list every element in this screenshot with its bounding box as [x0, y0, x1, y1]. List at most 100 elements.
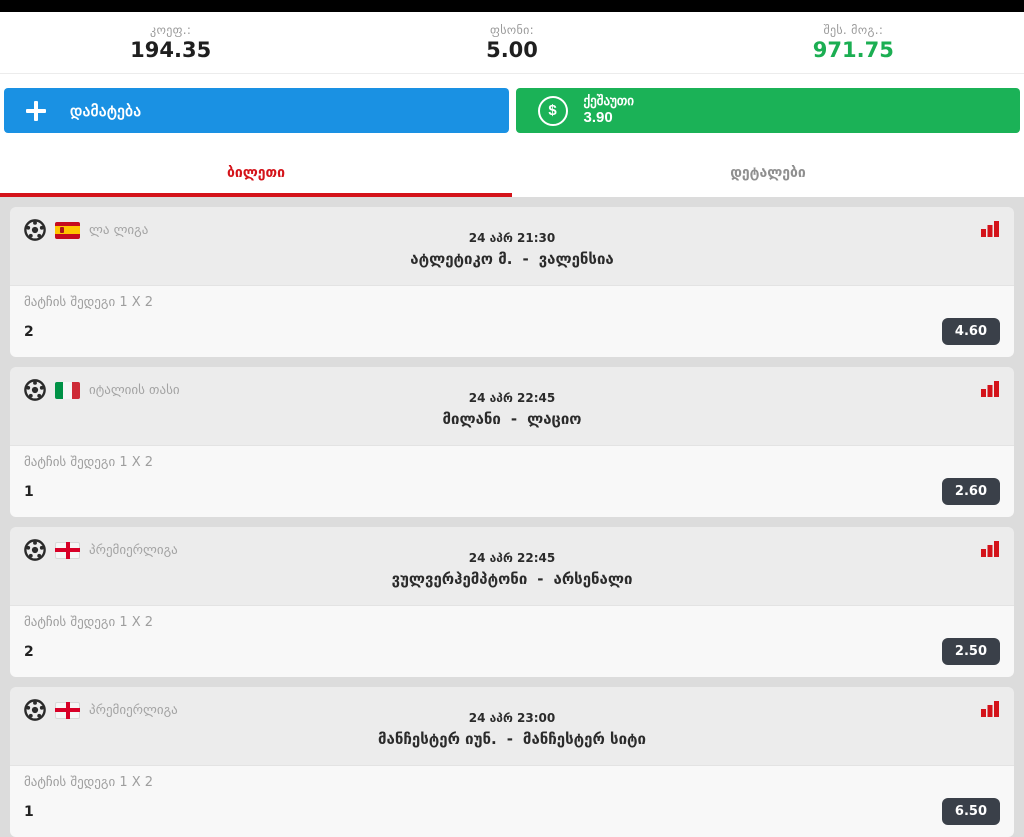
- bet-card: იტალიის თასი 24 აპრ 22:45 მილანი - ლაციო მ…: [10, 367, 1014, 517]
- statistics-button[interactable]: [980, 539, 1000, 557]
- stake-label: ფსონი:: [490, 23, 534, 37]
- selection-value: 1: [24, 803, 34, 820]
- vs-separator: -: [522, 250, 529, 268]
- match-teams: მილანი - ლაციო: [10, 410, 1014, 428]
- league-info: პრემიერლიგა: [24, 699, 178, 721]
- bet-card-header: პრემიერლიგა 24 აპრ 22:45 ვულვერჰემპტონი -…: [10, 527, 1014, 605]
- stats-bars-icon: [981, 221, 999, 237]
- league-name: იტალიის თასი: [89, 382, 180, 398]
- england-flag-icon: [55, 701, 80, 719]
- match-datetime: 24 აპრ 23:00: [468, 711, 556, 725]
- statistics-button[interactable]: [980, 219, 1000, 237]
- match-datetime: 24 აპრ 22:45: [468, 391, 556, 405]
- selection-row: 2 4.60: [24, 318, 1000, 345]
- possible-win-stat: შეს. მოგ.: 971.75: [683, 23, 1024, 62]
- stats-bars-icon: [981, 541, 999, 557]
- soccer-ball-icon: [24, 699, 46, 721]
- bet-card: პრემიერლიგა 24 აპრ 23:00 მანჩესტერ იუნ. -…: [10, 687, 1014, 837]
- add-bet-label: დამატება: [70, 102, 142, 120]
- market-label: მატჩის შედეგი 1 X 2: [24, 775, 154, 790]
- match-datetime: 24 აპრ 22:45: [468, 551, 556, 565]
- selection-value: 1: [24, 483, 34, 500]
- bet-list: ლა ლიგა 24 აპრ 21:30 ატლეტიკო მ. - ვალენსი…: [0, 197, 1024, 837]
- away-team: ლაციო: [527, 410, 582, 428]
- home-team: ვულვერჰემპტონი: [391, 570, 528, 588]
- spain-flag-icon: [55, 221, 80, 239]
- home-team: მანჩესტერ იუნ.: [378, 730, 497, 748]
- statistics-button[interactable]: [980, 379, 1000, 397]
- tab-details[interactable]: დეტალები: [730, 165, 806, 181]
- home-team: ატლეტიკო მ.: [410, 250, 513, 268]
- soccer-ball-icon: [24, 539, 46, 561]
- total-odds-stat: კოეფ.: 194.35: [0, 23, 341, 62]
- selection-value: 2: [24, 323, 34, 340]
- odds-badge[interactable]: 2.50: [941, 638, 1000, 665]
- odds-badge[interactable]: 6.50: [941, 798, 1000, 825]
- selection-row: 2 2.50: [24, 638, 1000, 665]
- plus-icon: [26, 100, 46, 121]
- away-team: ვალენსია: [538, 250, 614, 268]
- possible-win-label: შეს. მოგ.:: [823, 23, 884, 37]
- odds-badge[interactable]: 4.60: [941, 318, 1000, 345]
- action-buttons-row: დამატება $ ქეშაუთი 3.90: [0, 74, 1024, 145]
- bet-card-body: მატჩის შედეგი 1 X 2 2 2.50: [10, 605, 1014, 677]
- ticket-summary-header: კოეფ.: 194.35 ფსონი: 5.00 შეს. მოგ.: 971…: [0, 12, 1024, 74]
- bet-card-header: პრემიერლიგა 24 აპრ 23:00 მანჩესტერ იუნ. -…: [10, 687, 1014, 765]
- cashout-text: ქეშაუთი 3.90: [584, 93, 635, 128]
- match-info: 24 აპრ 21:30 ატლეტიკო მ. - ვალენსია: [10, 207, 1014, 268]
- match-datetime: 24 აპრ 21:30: [468, 231, 556, 245]
- selection-row: 1 2.60: [24, 478, 1000, 505]
- ticket-tabs: ბილეთი დეტალები: [0, 145, 1024, 197]
- possible-win-value: 971.75: [812, 38, 894, 62]
- league-info: პრემიერლიგა: [24, 539, 178, 561]
- market-label: მატჩის შედეგი 1 X 2: [24, 615, 154, 630]
- stake-stat: ფსონი: 5.00: [341, 23, 682, 62]
- vs-separator: -: [510, 410, 518, 428]
- selection-value: 2: [24, 643, 34, 660]
- bet-card: ლა ლიგა 24 აპრ 21:30 ატლეტიკო მ. - ვალენსი…: [10, 207, 1014, 357]
- league-info: ლა ლიგა: [24, 219, 148, 241]
- market-label: მატჩის შედეგი 1 X 2: [24, 295, 154, 310]
- match-info: 24 აპრ 22:45 მილანი - ლაციო: [10, 367, 1014, 428]
- league-name: ლა ლიგა: [89, 222, 149, 238]
- vs-separator: -: [506, 730, 513, 748]
- stats-bars-icon: [981, 381, 999, 397]
- stake-value: 5.00: [486, 38, 538, 62]
- dollar-icon: $: [537, 95, 568, 126]
- bet-card-header: იტალიის თასი 24 აპრ 22:45 მილანი - ლაციო: [10, 367, 1014, 445]
- market-label: მატჩის შედეგი 1 X 2: [24, 455, 154, 470]
- bet-card-header: ლა ლიგა 24 აპრ 21:30 ატლეტიკო მ. - ვალენსი…: [10, 207, 1014, 285]
- soccer-ball-icon: [24, 219, 46, 241]
- stats-bars-icon: [981, 701, 999, 717]
- cashout-button[interactable]: $ ქეშაუთი 3.90: [515, 88, 1020, 133]
- england-flag-icon: [55, 541, 80, 559]
- bet-card-body: მატჩის შედეგი 1 X 2 1 2.60: [10, 445, 1014, 517]
- cashout-value: 3.90: [583, 109, 613, 127]
- bet-card-body: მატჩის შედეგი 1 X 2 2 4.60: [10, 285, 1014, 357]
- league-name: პრემიერლიგა: [89, 542, 178, 558]
- add-bet-button[interactable]: დამატება: [4, 88, 509, 133]
- match-info: 24 აპრ 22:45 ვულვერჰემპტონი - არსენალი: [10, 527, 1014, 588]
- home-team: მილანი: [442, 410, 501, 428]
- match-info: 24 აპრ 23:00 მანჩესტერ იუნ. - მანჩესტერ სი…: [10, 687, 1014, 748]
- statistics-button[interactable]: [980, 699, 1000, 717]
- top-black-bar: [0, 0, 1024, 12]
- selection-row: 1 6.50: [24, 798, 1000, 825]
- away-team: მანჩესტერ სიტი: [522, 730, 646, 748]
- bet-card-body: მატჩის შედეგი 1 X 2 1 6.50: [10, 765, 1014, 837]
- league-name: პრემიერლიგა: [89, 702, 178, 718]
- match-teams: ვულვერჰემპტონი - არსენალი: [10, 570, 1014, 588]
- tab-ticket[interactable]: ბილეთი: [0, 155, 512, 197]
- odds-badge[interactable]: 2.60: [941, 478, 1000, 505]
- bet-card: პრემიერლიგა 24 აპრ 22:45 ვულვერჰემპტონი -…: [10, 527, 1014, 677]
- soccer-ball-icon: [24, 379, 46, 401]
- total-odds-label: კოეფ.:: [150, 23, 192, 37]
- match-teams: ატლეტიკო მ. - ვალენსია: [10, 250, 1014, 268]
- cashout-label: ქეშაუთი: [583, 93, 635, 108]
- italy-flag-icon: [55, 381, 80, 399]
- vs-separator: -: [537, 570, 544, 588]
- away-team: არსენალი: [553, 570, 633, 588]
- league-info: იტალიის თასი: [24, 379, 180, 401]
- match-teams: მანჩესტერ იუნ. - მანჩესტერ სიტი: [10, 730, 1014, 748]
- total-odds-value: 194.35: [130, 38, 212, 62]
